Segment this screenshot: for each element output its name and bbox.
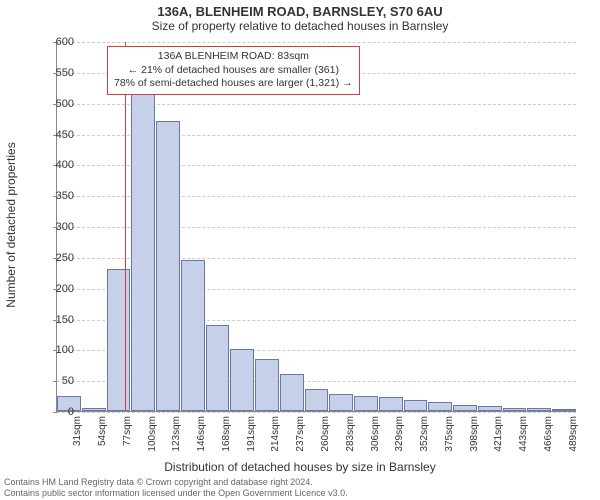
xtick-label: 146sqm [196,416,207,452]
xtick-label: 100sqm [147,416,158,452]
ytick-label: 400 [34,159,74,171]
ytick-label: 0 [34,406,74,418]
title-main: 136A, BLENHEIM ROAD, BARNSLEY, S70 6AU [0,0,600,19]
xtick-label: 329sqm [394,416,405,452]
ytick-label: 600 [34,36,74,48]
histogram-bar [255,359,279,411]
xtick-label: 168sqm [221,416,232,452]
ytick-label: 100 [34,344,74,356]
histogram-bar [206,325,230,411]
histogram-bar [181,260,205,411]
histogram-bar [82,408,106,411]
xtick-label: 31sqm [72,416,83,446]
xtick-label: 443sqm [518,416,529,452]
xtick-label: 375sqm [444,416,455,452]
histogram-bar [329,394,353,411]
chart-area: 31sqm54sqm77sqm100sqm123sqm146sqm168sqm1… [56,42,576,412]
histogram-bar [552,409,576,411]
y-axis-label: Number of detached properties [4,142,18,307]
info-line3: 78% of semi-detached houses are larger (… [114,77,353,91]
footer-line2: Contains public sector information licen… [4,488,348,498]
xtick-label: 191sqm [246,416,257,452]
histogram-bar [305,389,329,411]
xtick-label: 421sqm [493,416,504,452]
ytick-label: 350 [34,190,74,202]
gridline [57,42,576,43]
xtick-label: 54sqm [97,416,108,446]
marker-line [125,42,126,411]
info-box: 136A BLENHEIM ROAD: 83sqm← 21% of detach… [107,46,360,95]
footer-line1: Contains HM Land Registry data © Crown c… [4,477,348,487]
footer-attribution: Contains HM Land Registry data © Crown c… [4,477,348,498]
ytick-label: 550 [34,67,74,79]
xtick-label: 489sqm [568,416,579,452]
xtick-label: 283sqm [345,416,356,452]
xtick-label: 237sqm [295,416,306,452]
title-sub: Size of property relative to detached ho… [0,19,600,35]
ytick-label: 250 [34,252,74,264]
xtick-label: 352sqm [419,416,430,452]
xtick-label: 123sqm [171,416,182,452]
xtick-label: 466sqm [543,416,554,452]
histogram-bar [453,405,477,411]
histogram-bar [478,406,502,411]
ytick-label: 300 [34,221,74,233]
histogram-bar [527,408,551,411]
ytick-label: 200 [34,283,74,295]
info-line2: ← 21% of detached houses are smaller (36… [114,64,353,78]
histogram-bar [404,400,428,411]
ytick-label: 50 [34,375,74,387]
histogram-bar [156,121,180,411]
histogram-bar [354,396,378,411]
histogram-bar [379,397,403,411]
histogram-bar [428,402,452,411]
ytick-label: 450 [34,129,74,141]
histogram-bar [131,68,155,411]
histogram-bar [230,349,254,411]
xtick-label: 77sqm [122,416,133,446]
xtick-label: 260sqm [320,416,331,452]
ytick-label: 150 [34,314,74,326]
x-axis-label: Distribution of detached houses by size … [0,460,600,474]
gridline [57,412,576,413]
histogram-bar [107,269,131,411]
xtick-label: 306sqm [370,416,381,452]
xtick-label: 398sqm [469,416,480,452]
xtick-label: 214sqm [270,416,281,452]
ytick-label: 500 [34,98,74,110]
histogram-bar [503,408,527,411]
info-line1: 136A BLENHEIM ROAD: 83sqm [114,50,353,64]
plot-region: 31sqm54sqm77sqm100sqm123sqm146sqm168sqm1… [56,42,576,412]
histogram-bar [280,374,304,411]
